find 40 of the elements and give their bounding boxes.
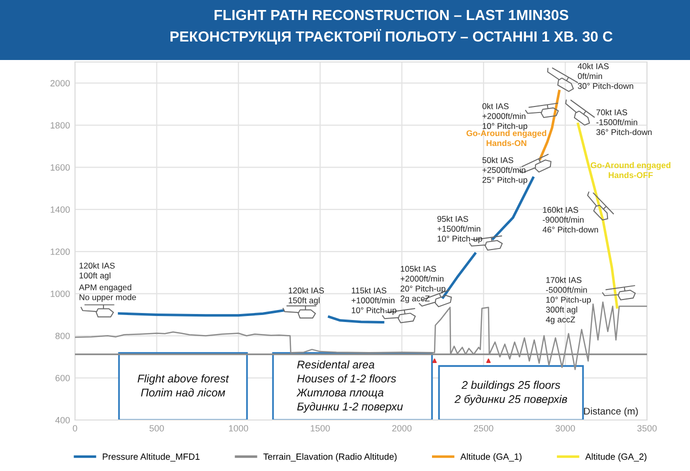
legend-label: Altitude (GA_1) xyxy=(460,453,522,462)
annotation: 115kt IAS +1000ft/min 10° Pitch-up xyxy=(352,287,396,315)
y-tick-label: 1600 xyxy=(50,164,70,171)
annotation: 40kt IAS 0ft/min 30° Pitch-down xyxy=(578,63,634,89)
y-tick-label: 400 xyxy=(55,416,70,424)
annotation: 2 buildings 25 floors 2 будинки 25 поверхів xyxy=(454,380,568,406)
x-tick-label: 2500 xyxy=(474,425,494,432)
x-tick-label: 0 xyxy=(72,425,78,432)
y-tick-label: 2000 xyxy=(50,80,70,86)
legend-label: Altitude (GA_2) xyxy=(585,453,646,462)
annotation: 95kt IAS +1500ft/min 10° Pitch-up xyxy=(437,216,482,244)
y-tick-label: 600 xyxy=(56,374,70,382)
y-tick-label: 1400 xyxy=(50,206,70,213)
annotation: 0kt IAS +2000ft/min 10° Pitch-up xyxy=(482,103,528,131)
x-tick-label: 500 xyxy=(150,425,164,432)
annotation: APM engaged No upper mode xyxy=(78,284,136,302)
legend-label: Terrain_Elavation (Radio Altitude) xyxy=(263,453,397,462)
y-tick-label: 1200 xyxy=(50,248,70,255)
annotation: 105kt IAS +2000ft/min 20° Pitch-up 2g accZ xyxy=(400,266,446,304)
chart-title: FLIGHT PATH RECONSTRUCTION – LAST 1MIN30S РЕКОНСТРУКЦІЯ ТРАЄКТОРІЇ ПОЛЬОТУ – ОСТАННІ 1 ХВ. 30 С xyxy=(170,10,613,44)
annotation: 170kt IAS -5000ft/min 10° Pitch-up 300ft agl 4g accZ xyxy=(546,276,591,324)
x-tick-label: 3500 xyxy=(637,425,657,432)
y-tick-label: 1800 xyxy=(50,122,70,129)
x-tick-label: 2000 xyxy=(392,425,412,432)
y-tick-label: 800 xyxy=(55,332,70,340)
x-tick-label: 1500 xyxy=(310,425,330,432)
annotation: Go-Around engaged Hands-ON xyxy=(466,130,546,146)
annotation: 160kt IAS -9000ft/min 46° Pitch-down xyxy=(542,206,598,233)
annotation: 120kt IAS 100ft agl xyxy=(80,262,115,280)
x-axis-title: Distance (m) xyxy=(584,407,638,417)
annotation: 120kt IAS 150ft agl xyxy=(288,287,324,305)
annotation: 70kt IAS -1500ft/min 36° Pitch-down xyxy=(596,109,652,136)
x-tick-label: 1000 xyxy=(229,425,248,432)
annotation: Go-Around engaged Hands-OFF xyxy=(590,162,670,178)
x-tick-label: 3000 xyxy=(556,425,575,432)
legend-label: Pressure Altitude_MFD1 xyxy=(102,453,200,462)
annotation: Flight above forest Політ над лісом xyxy=(138,374,230,396)
annotation: Residental area Houses of 1-2 floors Житлова площа Будинки 1-2 поверхи xyxy=(296,360,403,413)
annotation: 50kt IAS +2500ft/min 25° Pitch-up xyxy=(482,156,528,185)
y-tick-label: 1000 xyxy=(50,290,70,298)
